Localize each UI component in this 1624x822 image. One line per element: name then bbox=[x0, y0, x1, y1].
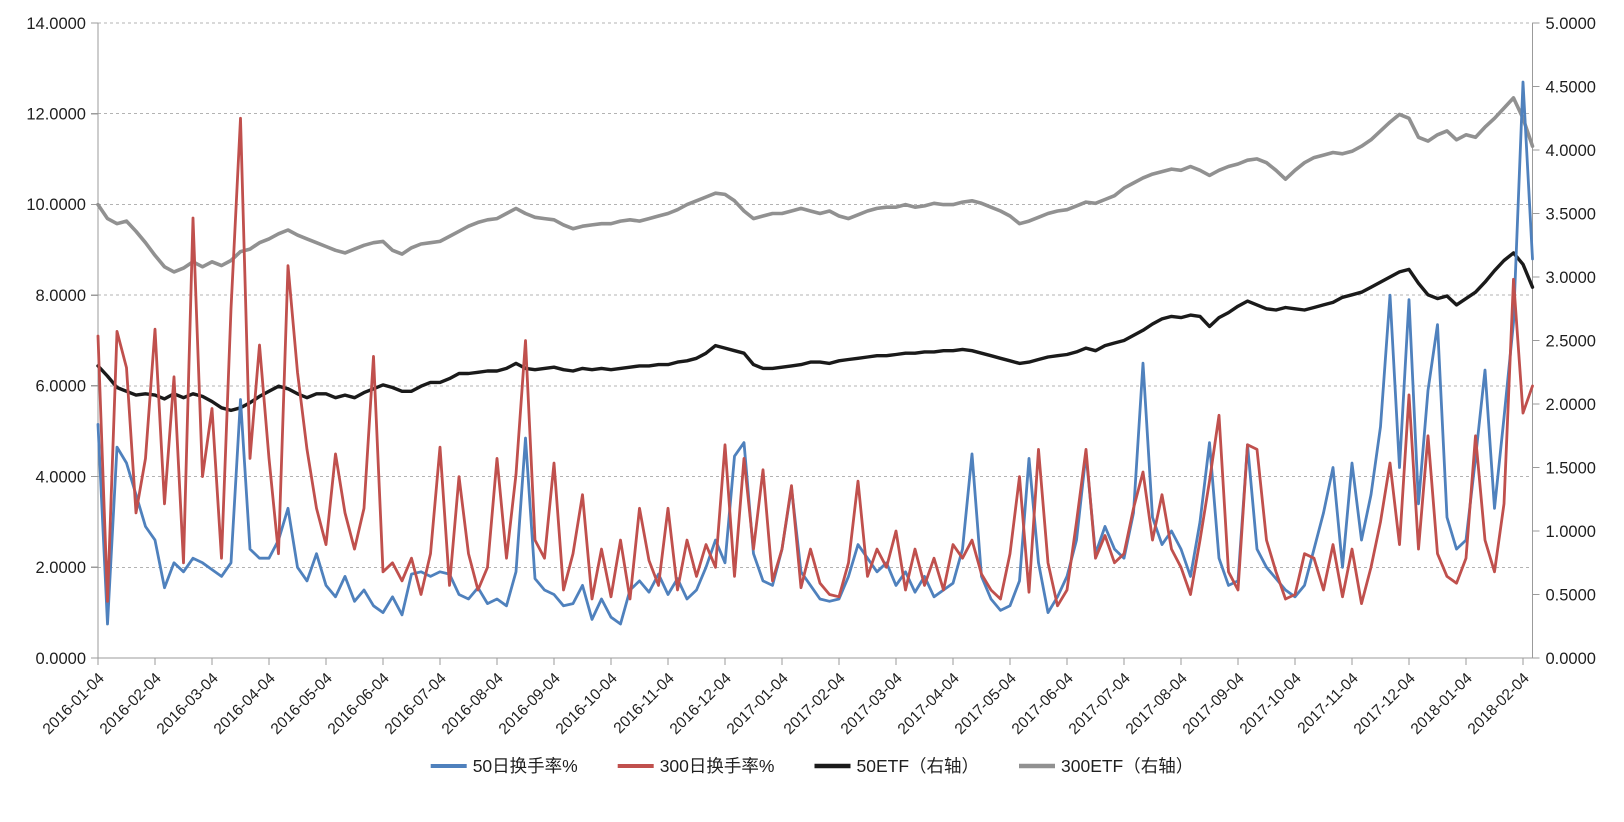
left-axis-tick-label: 8.0000 bbox=[36, 287, 86, 305]
legend-label: 300日换手率% bbox=[660, 756, 775, 776]
x-axis-tick-label: 2017-10-04 bbox=[1237, 670, 1305, 738]
legend-item-etf-300: 300ETF（右轴） bbox=[1019, 756, 1193, 776]
x-axis-tick-label: 2016-10-04 bbox=[553, 670, 621, 738]
right-axis-tick-label: 1.0000 bbox=[1546, 523, 1596, 541]
right-axis-tick-label: 0.5000 bbox=[1546, 586, 1596, 604]
series-line-turnover-300d bbox=[96, 116, 1534, 608]
legend-label: 50日换手率% bbox=[473, 756, 578, 776]
left-axis-labels: 0.0000 2.0000 4.0000 6.0000 8.0000 10.0000 12.… bbox=[26, 15, 86, 668]
axes bbox=[91, 22, 1540, 665]
left-axis-tick-label: 10.0000 bbox=[26, 196, 86, 214]
legend: 50日换手率% 300日换手率% 50ETF（右轴） 300ETF（右轴） bbox=[430, 756, 1193, 776]
left-axis-tick-label: 6.0000 bbox=[36, 378, 86, 396]
right-axis-tick-label: 4.0000 bbox=[1546, 142, 1596, 160]
left-axis-tick-label: 2.0000 bbox=[36, 559, 86, 577]
right-axis-tick-label: 5.0000 bbox=[1546, 15, 1596, 33]
x-axis-labels: 2016-01-042016-02-042016-03-042016-04-04… bbox=[40, 670, 1533, 738]
right-axis-tick-label: 3.5000 bbox=[1546, 205, 1596, 223]
right-axis-tick-label: 2.5000 bbox=[1546, 332, 1596, 350]
right-axis-tick-label: 1.5000 bbox=[1546, 459, 1596, 477]
legend-label: 50ETF（右轴） bbox=[857, 756, 980, 776]
right-axis-tick-label: 2.0000 bbox=[1546, 396, 1596, 414]
left-axis-tick-label: 12.0000 bbox=[26, 105, 86, 123]
series-line-etf-50 bbox=[96, 251, 1535, 413]
x-axis-tick-label: 2018-02-04 bbox=[1465, 670, 1533, 738]
legend-item-etf-50: 50ETF（右轴） bbox=[814, 756, 980, 776]
left-axis-tick-label: 14.0000 bbox=[26, 15, 86, 33]
right-axis-tick-label: 3.0000 bbox=[1546, 269, 1596, 287]
legend-item-turnover-300d: 300日换手率% bbox=[617, 756, 775, 776]
right-axis-labels: 0.0000 0.5000 1.0000 1.5000 2.0000 2.5000 3.00… bbox=[1546, 15, 1596, 668]
left-axis-tick-label: 4.0000 bbox=[36, 468, 86, 486]
legend-item-turnover-50d: 50日换手率% bbox=[430, 756, 578, 776]
legend-label: 300ETF（右轴） bbox=[1061, 756, 1193, 776]
gridlines bbox=[98, 22, 1533, 568]
left-axis-tick-label: 0.0000 bbox=[36, 650, 86, 668]
series-line-turnover-50d bbox=[96, 80, 1534, 626]
series-line-etf-300 bbox=[96, 96, 1535, 274]
series-lines bbox=[96, 80, 1535, 626]
right-axis-tick-label: 0.0000 bbox=[1546, 650, 1596, 668]
right-axis-tick-label: 4.5000 bbox=[1546, 78, 1596, 96]
